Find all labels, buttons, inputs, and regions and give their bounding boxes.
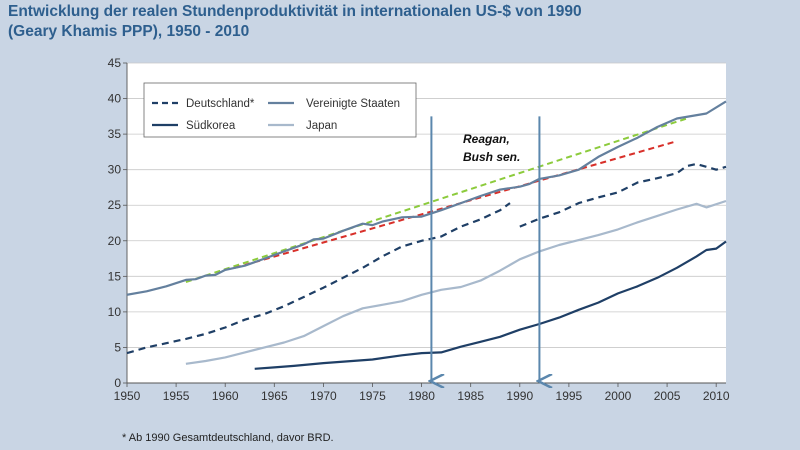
y-tick-label-5: 5 [114, 340, 121, 354]
trend-lines [185, 117, 688, 283]
trend-line-0 [185, 117, 688, 283]
y-tick-label-35: 35 [108, 127, 122, 141]
annotation: Reagan, Bush sen. [463, 132, 520, 164]
x-tick-label-2010: 2010 [703, 389, 730, 403]
trend-line-1 [234, 140, 678, 269]
x-tick-label-1970: 1970 [310, 389, 337, 403]
y-tick-label-15: 15 [108, 269, 122, 283]
y-tick-label-10: 10 [108, 305, 122, 319]
x-tick-label-1990: 1990 [506, 389, 533, 403]
legend: Deutschland* Vereinigte Staaten Südkorea… [143, 82, 417, 138]
x-tick-label-2000: 2000 [605, 389, 632, 403]
chart-title: Entwicklung der realen Stundenproduktivi… [8, 2, 788, 42]
y-tick-label-25: 25 [108, 198, 122, 212]
y-tick-label-30: 30 [108, 163, 122, 177]
axes: 0 5 10 15 20 25 30 35 40 45 1950 1955 1960 1965 1970 19… [108, 56, 730, 403]
chart-title-line-1: Entwicklung der realen Stundenproduktivi… [8, 3, 582, 20]
series-line-südkorea-0 [254, 240, 727, 370]
chart-title-line-2: (Geary Khamis PPP), 1950 - 2010 [8, 23, 250, 40]
x-tick-label-1995: 1995 [556, 389, 583, 403]
legend-label-deutschland: Deutschland* [186, 98, 255, 110]
x-tick-label-2005: 2005 [654, 389, 681, 403]
series-line-deutschland--0 [126, 202, 511, 355]
x-tick-label-1975: 1975 [359, 389, 386, 403]
legend-label-japan: Japan [306, 120, 337, 132]
legend-label-usa: Vereinigte Staaten [306, 98, 400, 110]
annotation-line-2: Bush sen. [463, 150, 520, 164]
x-tick-label-1980: 1980 [408, 389, 435, 403]
x-tick-label-1965: 1965 [261, 389, 288, 403]
x-tick-label-1950: 1950 [114, 389, 141, 403]
footnote: * Ab 1990 Gesamtdeutschland, davor BRD. [122, 432, 334, 444]
legend-box [143, 82, 417, 138]
x-tick-label-1960: 1960 [212, 389, 239, 403]
y-tick-label-0: 0 [114, 376, 121, 390]
event-markers [431, 116, 539, 381]
legend-label-suedkorea: Südkorea [186, 120, 236, 132]
y-tick-label-45: 45 [108, 56, 122, 70]
y-tick-label-40: 40 [108, 92, 122, 106]
series-lines [126, 100, 727, 370]
y-tick-label-20: 20 [108, 234, 122, 248]
series-line-vereinigte-staaten-0 [126, 100, 727, 296]
annotation-line-1: Reagan, [463, 132, 510, 146]
x-tick-label-1985: 1985 [457, 389, 484, 403]
x-tick-label-1955: 1955 [163, 389, 190, 403]
series-line-japan-0 [185, 199, 727, 365]
series-line-deutschland--1 [519, 162, 727, 228]
